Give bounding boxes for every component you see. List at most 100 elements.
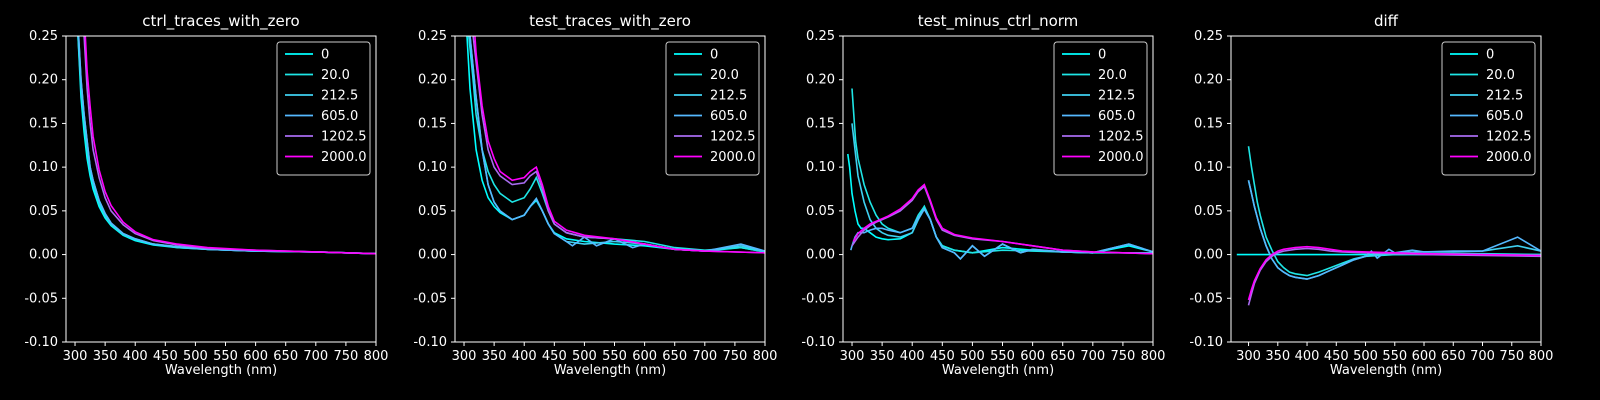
legend-label: 20.0 [1486,68,1515,83]
y-tick-label: 0.05 [1194,204,1223,219]
y-tick-label: 0.15 [29,116,58,131]
x-axis-label: Wavelength (nm) [165,363,277,378]
chart-title: ctrl_traces_with_zero [142,12,299,31]
series-line-20.0 [468,36,765,253]
y-tick-label: -0.10 [801,335,835,350]
y-tick-label: 0.25 [806,29,835,44]
legend-label: 20.0 [321,68,350,83]
x-tick-label: 550 [990,349,1015,364]
series-line-605.0 [850,207,1153,261]
x-tick-label: 300 [63,349,88,364]
x-tick-label: 300 [1236,349,1261,364]
legend: 0 20.0 212.5 605.0 1202.5 2000.0 [665,41,760,176]
plot-frame [1230,35,1542,343]
legend-label: 0 [1486,48,1494,63]
series-group [1236,146,1541,306]
legend-label: 2000.0 [1486,150,1532,165]
chart-panel-1: 300 350 400 450 500 550 600 650 700 750 800 -0.10 -0… [24,12,388,378]
x-tick-label: 700 [303,349,328,364]
x-tick-label: 650 [1441,349,1466,364]
legend-label: 212.5 [1486,89,1523,104]
y-tick-label: 0.10 [418,160,447,175]
x-tick-label: 600 [1020,349,1045,364]
y-tick-label: 0.00 [418,248,447,263]
chart-title: diff [1374,12,1399,30]
y-tick-label: 0.10 [29,160,58,175]
legend-label: 0 [710,48,718,63]
series-group [466,36,765,254]
chart-panel-4: 300 350 400 450 500 550 600 650 700 750 800 -0.10 -0… [1189,12,1553,378]
legend-label: 20.0 [710,68,739,83]
x-tick-label: 300 [452,349,477,364]
x-tick-label: 650 [273,349,298,364]
x-tick-label: 800 [1141,349,1166,364]
series-group [77,36,376,255]
legend-label: 605.0 [1098,109,1135,124]
x-tick-label: 400 [512,349,537,364]
x-tick-label: 450 [1324,349,1349,364]
legend: 0 20.0 212.5 605.0 1202.5 2000.0 [1441,41,1536,176]
x-tick-label: 650 [1050,349,1075,364]
x-tick-label: 500 [572,349,597,364]
y-tick-label: -0.05 [413,291,447,306]
y-tick-label: 0.10 [1194,160,1223,175]
x-tick-label: 600 [1412,349,1437,364]
x-tick-label: 750 [1110,349,1135,364]
y-tick-label: 0.00 [1194,248,1223,263]
plot-frame [842,35,1154,343]
legend-label: 212.5 [1098,89,1135,104]
x-tick-label: 700 [692,349,717,364]
y-tick-label: 0.05 [29,204,58,219]
y-tick-label: 0.15 [806,116,835,131]
y-tick-label: 0.25 [1194,29,1223,44]
legend-label: 2000.0 [321,150,367,165]
x-tick-label: 600 [243,349,268,364]
x-tick-label: 750 [722,349,747,364]
x-axis-label: Wavelength (nm) [554,363,666,378]
y-tick-label: 0.25 [418,29,447,44]
x-tick-label: 450 [930,349,955,364]
legend-label: 0 [321,48,329,63]
series-line-605.0 [1247,180,1541,280]
x-tick-label: 300 [840,349,865,364]
x-tick-label: 500 [1353,349,1378,364]
series-line-605.0 [77,36,376,255]
y-tick-label: 0.10 [806,160,835,175]
legend-label: 212.5 [710,89,747,104]
y-tick-label: 0.05 [418,204,447,219]
x-tick-label: 800 [364,349,389,364]
x-tick-label: 750 [1499,349,1524,364]
y-tick-label: 0.15 [418,116,447,131]
legend-label: 1202.5 [710,130,756,145]
x-tick-label: 400 [123,349,148,364]
y-tick-label: 0.15 [1194,116,1223,131]
legend-label: 605.0 [321,109,358,124]
x-tick-label: 350 [93,349,118,364]
series-line-20.0 [1247,146,1541,277]
y-tick-label: 0.00 [806,248,835,263]
x-tick-label: 550 [602,349,627,364]
series-group [847,88,1153,261]
series-line-2000.0 [1247,245,1541,301]
series-line-212.5 [1247,180,1541,280]
y-tick-label: -0.05 [801,291,835,306]
legend-label: 0 [1098,48,1106,63]
series-line-2000.0 [84,36,376,255]
y-tick-label: -0.10 [24,335,58,350]
chart-panel-2: 300 350 400 450 500 550 600 650 700 750 800 -0.10 -0… [413,12,777,378]
x-axis-label: Wavelength (nm) [942,363,1054,378]
y-tick-label: 0.25 [29,29,58,44]
x-tick-label: 550 [1382,349,1407,364]
x-tick-label: 550 [213,349,238,364]
x-tick-label: 600 [632,349,657,364]
x-tick-label: 500 [960,349,985,364]
chart-title: test_minus_ctrl_norm [918,12,1079,31]
y-tick-label: -0.05 [24,291,58,306]
x-tick-label: 450 [542,349,567,364]
series-line-2000.0 [852,183,1153,255]
x-tick-label: 350 [482,349,507,364]
x-tick-label: 750 [333,349,358,364]
x-tick-label: 400 [1295,349,1320,364]
chart-title: test_traces_with_zero [529,12,691,31]
chart-panels: 300 350 400 450 500 550 600 650 700 750 800 -0.10 -0… [24,12,1553,378]
